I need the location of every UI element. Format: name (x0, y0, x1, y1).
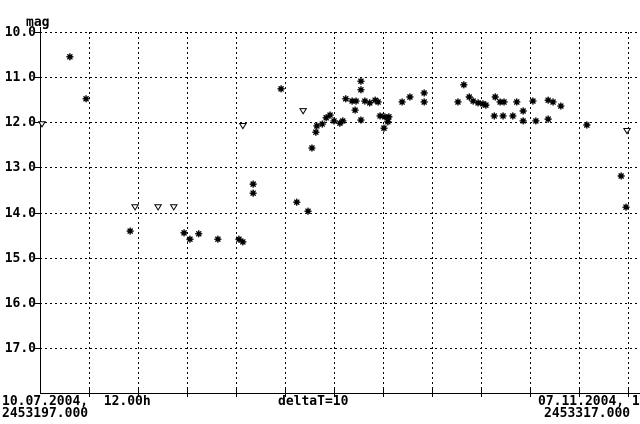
data-point-star (519, 117, 527, 125)
data-point-star (376, 112, 384, 120)
data-point-star (361, 97, 369, 105)
data-point-star (499, 112, 507, 120)
data-point-triangle (37, 121, 47, 128)
data-point-star (469, 97, 477, 105)
y-axis-tick-label: 11.0 (4, 70, 36, 85)
x-axis-start-date-label: 10.07.2004, 12.00h (2, 394, 151, 409)
data-point-star (500, 98, 508, 106)
data-point-triangle (169, 204, 178, 211)
data-point-star (352, 97, 360, 105)
data-point-star (496, 98, 504, 106)
data-point-star (374, 98, 382, 106)
data-point-triangle (622, 127, 632, 135)
data-point-star (357, 77, 365, 85)
data-point-triangle (130, 204, 140, 211)
data-point-star (509, 112, 517, 120)
data-point-star (348, 97, 356, 105)
data-point-star (351, 106, 359, 114)
y-axis-tick-label: 13.0 (4, 160, 36, 175)
y-axis-tick-label: 17.0 (4, 341, 36, 356)
data-point-star (385, 113, 393, 121)
data-point-star (544, 96, 552, 104)
data-point-star (357, 116, 365, 124)
data-point-star (326, 111, 334, 119)
x-axis-end-date-label: 07.11.2004, 1 (538, 394, 640, 409)
y-axis-tick-label: 15.0 (4, 251, 36, 266)
y-axis-tick-label: 16.0 (4, 296, 36, 311)
data-point-star (366, 99, 374, 107)
data-point-star (491, 93, 499, 101)
data-point-star (322, 114, 330, 122)
data-point-star (82, 95, 90, 103)
data-point-triangle (299, 108, 308, 115)
data-point-star (381, 113, 389, 121)
data-point-star (513, 98, 521, 106)
data-point-star (622, 203, 630, 211)
data-point-star (186, 235, 194, 243)
data-point-star (239, 238, 247, 246)
y-axis-tick-label: 12.0 (4, 115, 36, 130)
x-axis-start-julian-date-label: 2453197.000 (2, 406, 89, 421)
data-point-star (465, 93, 473, 101)
y-axis-tick-label: 10.0 (4, 25, 36, 40)
data-point-star (313, 122, 321, 130)
data-point-star (420, 98, 428, 106)
data-point-star (304, 207, 312, 215)
y-axis-tick-label: 14.0 (4, 206, 36, 221)
x-axis-end-julian-date-label: 2453317.000 (544, 406, 631, 421)
data-point-star (66, 53, 74, 61)
data-point-star (532, 117, 540, 125)
data-point-star (490, 112, 498, 120)
data-point-star (398, 98, 406, 106)
data-point-star (519, 107, 527, 115)
data-point-star (214, 235, 222, 243)
data-point-star (277, 85, 285, 93)
data-point-star (293, 198, 301, 206)
data-point-triangle (153, 204, 163, 211)
data-point-star (318, 120, 326, 128)
data-point-star (330, 117, 338, 125)
data-point-star (474, 99, 482, 107)
data-point-star (380, 124, 388, 132)
data-point-star (583, 121, 591, 129)
delta-t-label: deltaT=10 (278, 394, 349, 409)
data-point-star (557, 102, 565, 110)
data-point-star (357, 86, 365, 94)
data-point-star (549, 98, 557, 106)
data-point-star (249, 189, 257, 197)
data-point-star (312, 128, 320, 136)
data-point-star (384, 118, 392, 126)
data-point-star (180, 229, 188, 237)
data-point-star (460, 81, 468, 89)
data-point-star (617, 172, 625, 180)
data-point-star (342, 95, 350, 103)
data-point-star (308, 144, 316, 152)
data-point-star (235, 235, 243, 243)
data-point-star (482, 101, 490, 109)
data-point-star (195, 230, 203, 238)
data-point-star (126, 227, 134, 235)
data-point-triangle (238, 122, 247, 130)
y-axis-unit-label: mag (26, 15, 50, 30)
data-point-star (249, 180, 257, 188)
data-point-star (420, 89, 428, 97)
data-point-star (544, 115, 552, 123)
data-point-star (406, 93, 414, 101)
data-point-star (529, 97, 537, 105)
data-point-star (454, 98, 462, 106)
data-point-star (339, 117, 347, 125)
